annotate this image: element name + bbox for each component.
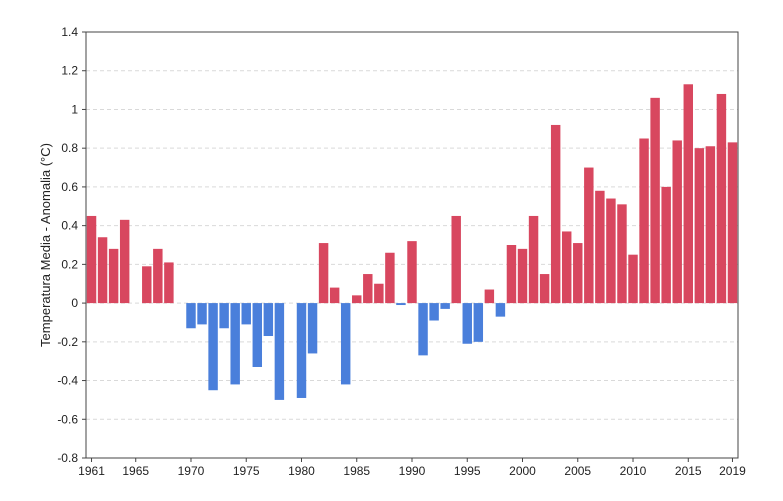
y-tick-label: 0: [71, 296, 78, 310]
bar-2003: [550, 124, 561, 304]
bar-1984: [340, 303, 351, 385]
bar-2007: [595, 190, 605, 304]
y-tick-label: 1.4: [61, 25, 78, 39]
bar-2019: [727, 142, 738, 304]
bar-1983: [329, 287, 340, 304]
y-tick-label: -0.8: [57, 451, 78, 465]
bar-1997: [484, 289, 495, 304]
y-tick-label: 1: [71, 102, 78, 116]
x-tick-label: 2015: [675, 464, 702, 478]
bar-2001: [528, 215, 539, 304]
y-tick-label: -0.6: [57, 412, 78, 426]
bar-2010: [628, 254, 638, 304]
bar-2014: [672, 140, 682, 304]
bar-1978: [274, 303, 285, 400]
x-tick-label: 1970: [178, 464, 205, 478]
bar-1992: [429, 303, 439, 321]
bar-1988: [385, 252, 395, 304]
bar-1968: [164, 262, 174, 304]
bar-2002: [539, 274, 550, 304]
bar-2005: [573, 243, 583, 304]
bar-1996: [473, 303, 484, 342]
bar-1981: [307, 303, 318, 354]
bar-1998: [495, 303, 506, 317]
bar-1967: [153, 248, 163, 304]
bar-1966: [142, 266, 152, 304]
bar-1961: [86, 215, 97, 304]
x-tick-label: 1985: [343, 464, 370, 478]
y-tick-label: 0.4: [61, 219, 78, 233]
y-axis-ticks: -0.8 -0.6 -0.4 -0.2 0 0.2 0.4 0.6 0.8 1 1.2 1.4: [57, 25, 86, 465]
x-tick-label: 1990: [399, 464, 426, 478]
y-tick-label: 0.8: [61, 141, 78, 155]
y-tick-label: -0.2: [57, 335, 78, 349]
x-tick-label: 2005: [564, 464, 591, 478]
bar-2017: [705, 146, 716, 304]
bar-1970: [186, 303, 196, 329]
bar-1990: [407, 241, 417, 304]
bar-2009: [617, 204, 627, 304]
bar-1999: [506, 245, 517, 304]
bar-1982: [318, 243, 329, 304]
y-tick-label: 0.6: [61, 180, 78, 194]
x-tick-label: 1980: [288, 464, 315, 478]
x-tick-label: 1995: [454, 464, 481, 478]
bar-1972: [208, 303, 218, 391]
bar-1973: [219, 303, 229, 329]
y-tick-label: -0.4: [57, 374, 78, 388]
bar-1976: [252, 303, 263, 367]
x-tick-label: 1965: [122, 464, 149, 478]
bar-2008: [606, 198, 616, 304]
bar-1986: [363, 274, 373, 304]
bar-1991: [418, 303, 428, 356]
y-tick-label: 1.2: [61, 64, 78, 78]
bar-2000: [517, 248, 528, 304]
bar-1977: [263, 303, 274, 337]
bar-1993: [440, 303, 450, 309]
bar-2011: [639, 138, 649, 304]
bar-1971: [197, 303, 207, 325]
x-tick-label: 1961: [78, 464, 105, 478]
bar-1985: [352, 295, 362, 304]
bar-1963: [108, 248, 119, 304]
bars: [86, 84, 738, 400]
bar-2012: [650, 97, 660, 304]
x-tick-label: 2010: [620, 464, 647, 478]
bar-1974: [230, 303, 240, 385]
bar-1964: [119, 219, 130, 304]
bar-2004: [561, 231, 572, 304]
y-tick-label: 0.2: [61, 257, 78, 271]
bar-2015: [683, 84, 693, 304]
bar-2006: [584, 167, 594, 304]
bar-2018: [716, 93, 727, 304]
bar-2016: [694, 148, 705, 304]
x-tick-label: 2000: [509, 464, 536, 478]
x-axis-ticks: 1961 1965 1970 1975 1980 1985 1990 1995 2000 2005…: [78, 458, 746, 478]
bar-1975: [241, 303, 251, 325]
bar-2013: [661, 186, 671, 304]
bar-1989: [396, 303, 406, 306]
x-tick-label: 1975: [233, 464, 260, 478]
bar-1994: [451, 215, 461, 304]
bar-1987: [374, 283, 384, 304]
y-axis-label: Temperatura Media - Anomalia (°C): [38, 143, 53, 347]
bar-1980: [296, 303, 307, 398]
bar-1995: [462, 303, 472, 344]
x-tick-label: 2019: [719, 464, 746, 478]
bar-1962: [97, 237, 108, 304]
